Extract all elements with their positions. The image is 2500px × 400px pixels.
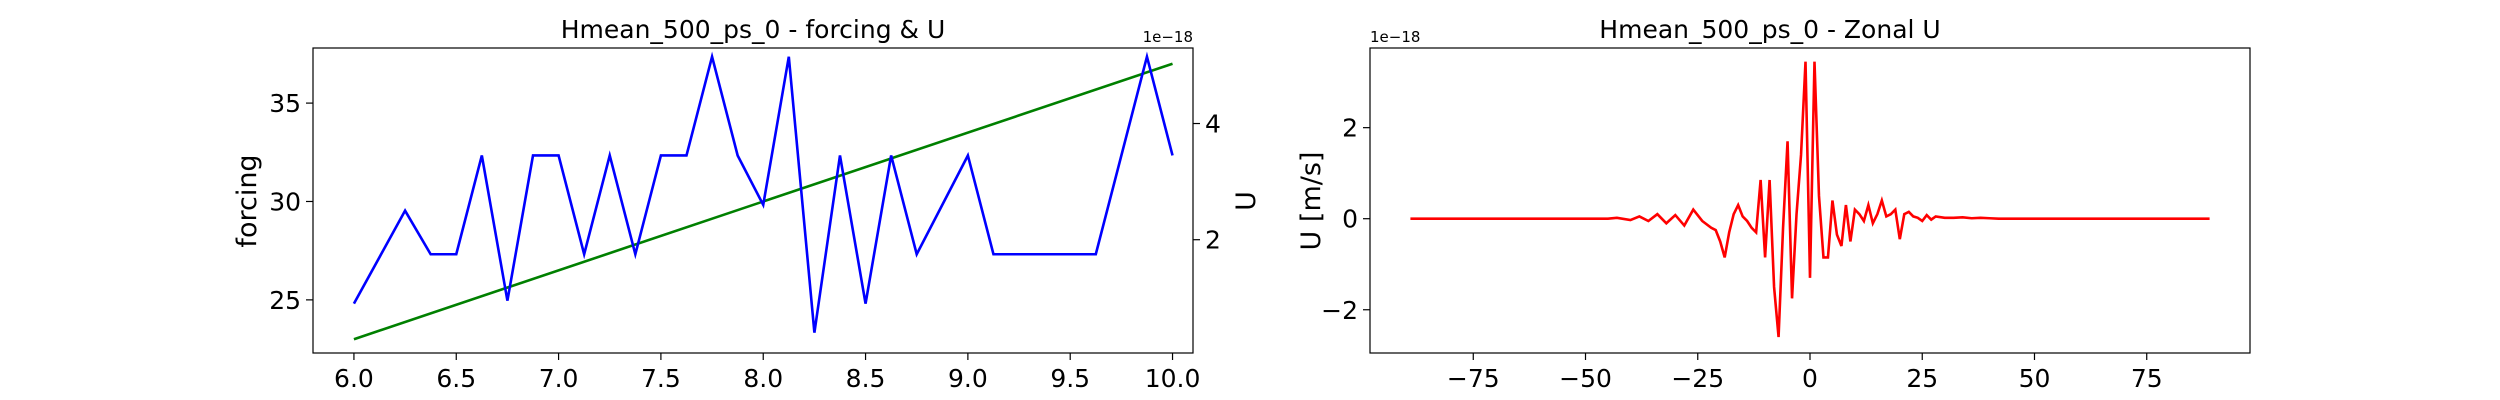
left-x-tick-label: 7.5	[641, 364, 681, 393]
left-y2-axis-label: U	[1231, 191, 1262, 211]
forcing-u-chart: Hmean_500_ps_0 - forcing & U 6.0 6.5 7.0 7.…	[232, 15, 1262, 393]
left-x-tick-label: 6.5	[436, 364, 476, 393]
left-y2-axis: 24	[1193, 110, 1221, 255]
left-y2-tick-label: 4	[1205, 110, 1221, 139]
right-x-tick-label: −25	[1671, 364, 1724, 393]
left-x-tick-label: 7.0	[539, 364, 579, 393]
zonal-u-chart: Hmean_500_ps_0 - Zonal U −75 −50 −25 0 25 50 7…	[1296, 15, 2251, 393]
left-x-tick-label: 6.0	[334, 364, 374, 393]
left-y2-tick-label: 2	[1205, 226, 1221, 255]
right-plot-frame	[1369, 47, 2251, 354]
right-x-tick-label: 25	[1906, 364, 1938, 393]
left-x-tick-label: 8.0	[743, 364, 783, 393]
left-chart-title: Hmean_500_ps_0 - forcing & U	[561, 15, 946, 44]
u-line	[352, 51, 1174, 333]
right-chart-title: Hmean_500_ps_0 - Zonal U	[1599, 15, 1940, 44]
left-x-axis: 6.0 6.5 7.0 7.5 8.0 8.5 9.0 9.5 10.0	[334, 353, 1200, 393]
left-y2-offset-label: 1e−18	[1143, 28, 1193, 46]
right-y-tick-label: 0	[1342, 205, 1358, 234]
left-x-tick-label: 9.5	[1050, 364, 1090, 393]
left-y-tick-label: 30	[269, 187, 301, 216]
left-x-tick-label: 10.0	[1145, 364, 1201, 393]
left-series-layer	[352, 51, 1174, 341]
right-x-tick-label: 50	[2019, 364, 2051, 393]
right-series-layer	[1410, 61, 2210, 338]
right-x-tick-label: −75	[1447, 364, 1500, 393]
left-y-axis-label: forcing	[232, 154, 263, 247]
right-y-axis-label: U [m/s]	[1296, 152, 1327, 251]
right-y-tick-label: 2	[1342, 114, 1358, 143]
right-x-axis: −75 −50 −25 0 25 50 75	[1447, 353, 2163, 393]
right-x-tick-label: −50	[1559, 364, 1612, 393]
right-y-axis: −2 0 2	[1321, 114, 1370, 325]
left-y-tick-label: 25	[269, 286, 301, 315]
right-x-tick-label: 75	[2131, 364, 2163, 393]
right-y-tick-label: −2	[1321, 296, 1358, 325]
left-x-tick-label: 9.0	[948, 364, 988, 393]
right-x-tick-label: 0	[1802, 364, 1818, 393]
left-y-axis: 25 30 35	[269, 89, 313, 315]
zonal-u-line	[1410, 61, 2210, 338]
left-y-tick-label: 35	[269, 89, 301, 118]
right-y-offset-label: 1e−18	[1370, 28, 1420, 46]
left-x-tick-label: 8.5	[846, 364, 886, 393]
left-plot-frame	[312, 47, 1194, 354]
